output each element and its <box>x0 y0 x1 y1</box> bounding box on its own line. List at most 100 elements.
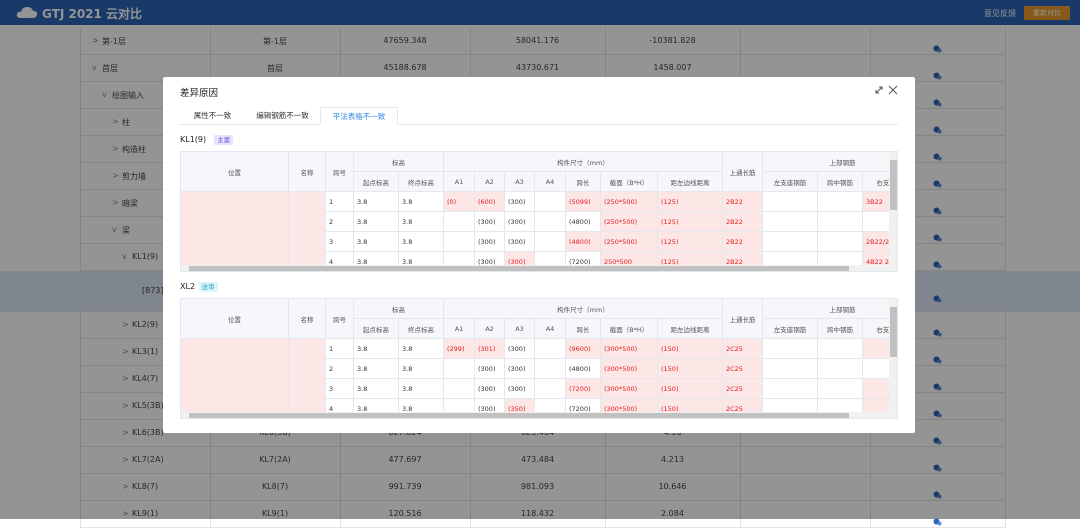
row-line <box>80 473 1005 474</box>
section-name: KL1(9) <box>180 135 207 144</box>
table-cell: (300) <box>475 399 505 412</box>
diff-icon-glyph <box>933 153 942 160</box>
tab[interactable]: 编辑钢筋不一致 <box>256 111 309 120</box>
diff-icon[interactable] <box>933 146 942 160</box>
diff-icon[interactable] <box>933 430 942 444</box>
expand-toggle[interactable]: > <box>122 319 129 329</box>
expand-toggle[interactable]: > <box>122 508 129 518</box>
table-cell: (5099) <box>566 192 601 212</box>
table-cell: 2C25 <box>723 399 763 412</box>
diff-icon-glyph <box>933 126 942 133</box>
v-scroll-thumb[interactable] <box>890 160 897 210</box>
diff-icon-glyph <box>933 464 942 471</box>
h-scroll-thumb[interactable] <box>189 413 849 418</box>
table-cell <box>444 252 475 265</box>
tree-cell: KL7(2A) <box>259 454 291 464</box>
expand-toggle[interactable]: > <box>112 143 119 153</box>
expand-toggle[interactable]: > <box>122 481 129 491</box>
expand-toggle[interactable]: > <box>122 454 129 464</box>
diff-icon[interactable] <box>933 200 942 214</box>
table-cell: 250*500 <box>601 252 658 265</box>
table-cell: (300) <box>505 379 535 399</box>
tree-label: KL9(1) <box>132 508 159 518</box>
diff-icon[interactable] <box>933 38 942 52</box>
header-cell: 距左边线距离 <box>658 319 723 339</box>
expand-toggle[interactable]: > <box>122 400 129 410</box>
tree-cell: 首层 <box>267 63 283 73</box>
diff-icon-glyph <box>933 383 942 390</box>
recompare-button[interactable]: 重新对比 <box>1024 6 1070 20</box>
diff-icon[interactable] <box>933 349 942 363</box>
diff-icon[interactable] <box>933 173 942 187</box>
header-cell: 左支座钢筋 <box>763 319 818 339</box>
diff-icon[interactable] <box>933 65 942 79</box>
col-line <box>340 55 341 82</box>
expand-toggle[interactable]: v <box>102 89 107 99</box>
col-line <box>1005 136 1006 163</box>
table-cell: 3.8 <box>354 359 399 379</box>
col-line <box>210 420 211 447</box>
header-cell: A4 <box>535 172 566 192</box>
table-cell: 3.8 <box>399 192 444 212</box>
tree-label: KL6(3B) <box>132 427 164 437</box>
diff-icon[interactable] <box>933 254 942 268</box>
tree-cell: KL9(1) <box>261 508 289 518</box>
h-scroll-thumb[interactable] <box>189 266 849 271</box>
tree-cell: 991.739 <box>388 481 422 491</box>
table-cell: (4800) <box>566 359 601 379</box>
diff-icon[interactable] <box>933 403 942 417</box>
tree-cell: KL8(7) <box>261 481 289 491</box>
tree-cell: 118.432 <box>520 508 555 518</box>
table-cell <box>444 232 475 252</box>
section-name: XL2 <box>180 282 196 291</box>
col-line <box>740 474 741 501</box>
table-cell: 3.8 <box>354 252 399 265</box>
col-line <box>80 447 81 474</box>
tab[interactable]: 平法表格不一致 <box>320 107 398 125</box>
header-cell: A1 <box>444 319 475 339</box>
v-scroll-thumb[interactable] <box>890 307 897 357</box>
expand-icon[interactable] <box>874 85 884 95</box>
header-cell: 左支座钢筋 <box>763 172 818 192</box>
expand-toggle[interactable]: > <box>122 346 129 356</box>
expand-toggle[interactable]: > <box>112 116 119 126</box>
expand-toggle[interactable]: v <box>122 251 127 261</box>
close-icon[interactable] <box>888 85 898 95</box>
expand-toggle[interactable]: > <box>112 197 119 207</box>
expand-toggle[interactable]: > <box>122 427 129 437</box>
col-line <box>470 501 471 528</box>
table-cell <box>863 379 889 399</box>
table-cell: 3.8 <box>399 379 444 399</box>
feedback-link[interactable]: 意见反馈 <box>984 9 1016 18</box>
tree-cell: 47659.348 <box>383 35 427 45</box>
table-cell: (0) <box>444 192 475 212</box>
diff-icon[interactable] <box>933 376 942 390</box>
col-line <box>80 190 81 217</box>
diff-icon[interactable] <box>933 119 942 133</box>
col-line <box>80 109 81 136</box>
tab[interactable]: 属性不一致 <box>193 111 232 120</box>
expand-toggle[interactable]: > <box>112 170 119 180</box>
header-cell: 上部钢筋 <box>763 152 889 172</box>
table-cell: 4 <box>326 252 354 265</box>
expand-toggle[interactable]: v <box>92 62 97 72</box>
dialog-title: 差异原因 <box>180 88 219 99</box>
diff-icon[interactable] <box>933 288 942 302</box>
col-line <box>80 82 81 109</box>
table-cell <box>818 339 863 359</box>
diff-icon-glyph <box>933 207 942 214</box>
col-line <box>605 447 606 474</box>
expand-toggle[interactable]: v <box>112 224 117 234</box>
expand-toggle[interactable]: > <box>92 35 99 45</box>
diff-icon[interactable] <box>933 322 942 336</box>
diff-icon[interactable] <box>933 227 942 241</box>
table-cell: (7200) <box>566 379 601 399</box>
col-line <box>1005 366 1006 393</box>
table-cell <box>535 232 566 252</box>
table-cell: 2C25 <box>723 379 763 399</box>
expand-toggle[interactable]: > <box>122 373 129 383</box>
table-cell <box>818 379 863 399</box>
diff-icon[interactable] <box>933 484 942 498</box>
diff-icon[interactable] <box>933 457 942 471</box>
diff-icon[interactable] <box>933 92 942 106</box>
